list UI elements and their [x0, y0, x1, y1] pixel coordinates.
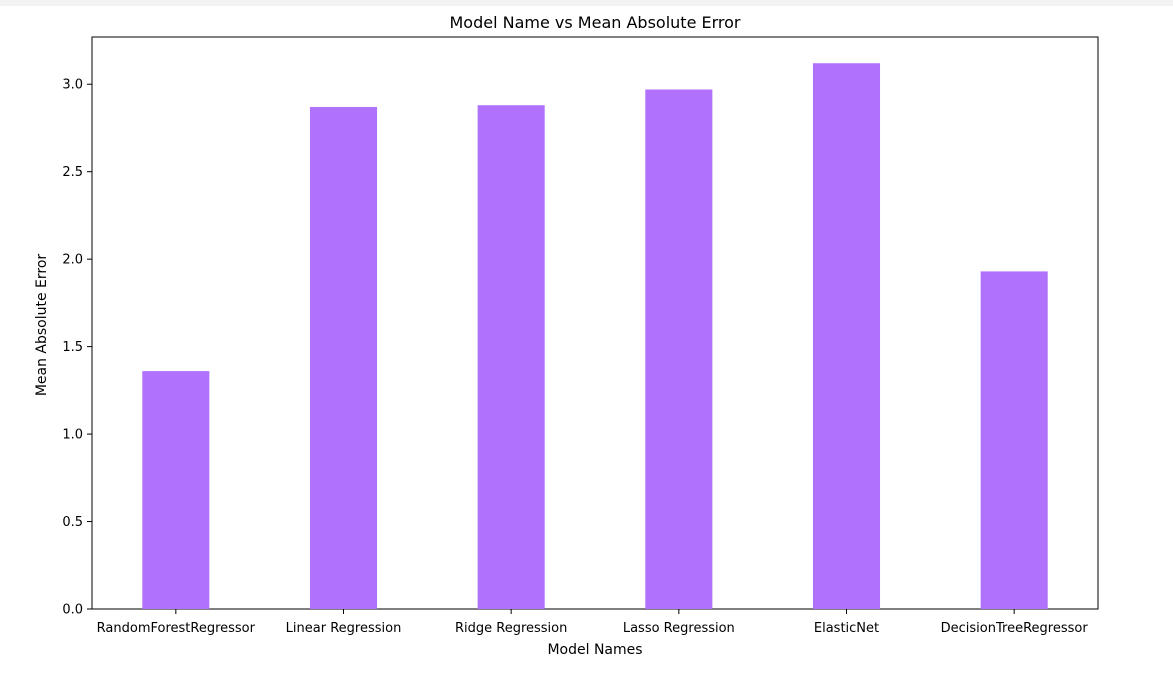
x-tick-label: DecisionTreeRegressor [941, 621, 1089, 636]
bar [812, 63, 881, 610]
y-tick-label: 2.5 [62, 165, 83, 180]
y-axis: 0.0 0.5 1.0 1.5 2.0 2.5 3.0 [62, 78, 92, 618]
bar [142, 371, 210, 609]
x-tick-label: Lasso Regression [623, 621, 735, 636]
bar [477, 105, 545, 609]
chart-title: Model Name vs Mean Absolute Error [450, 13, 741, 32]
x-axis: RandomForestRegressor Linear Regression Ri… [97, 609, 1089, 636]
y-tick-label: 2.0 [62, 253, 83, 268]
x-tick-label: ElasticNet [814, 621, 879, 636]
x-tick-label: RandomForestRegressor [97, 621, 256, 636]
top-strip [0, 0, 1173, 6]
bars-group [142, 63, 1048, 610]
bar [645, 89, 713, 610]
y-tick-label: 3.0 [62, 78, 83, 93]
y-tick-label: 0.5 [62, 515, 83, 530]
x-tick-label: Ridge Regression [455, 621, 567, 636]
y-tick-label: 1.5 [62, 340, 83, 355]
bar [309, 106, 378, 609]
y-tick-label: 1.0 [62, 428, 83, 443]
plot-area-frame [91, 36, 1099, 610]
y-axis-title: Mean Absolute Error [34, 254, 50, 397]
x-tick-label: Linear Regression [286, 621, 402, 636]
y-tick-label: 0.0 [62, 603, 83, 618]
bar [980, 271, 1048, 609]
x-axis-title: Model Names [547, 642, 642, 658]
